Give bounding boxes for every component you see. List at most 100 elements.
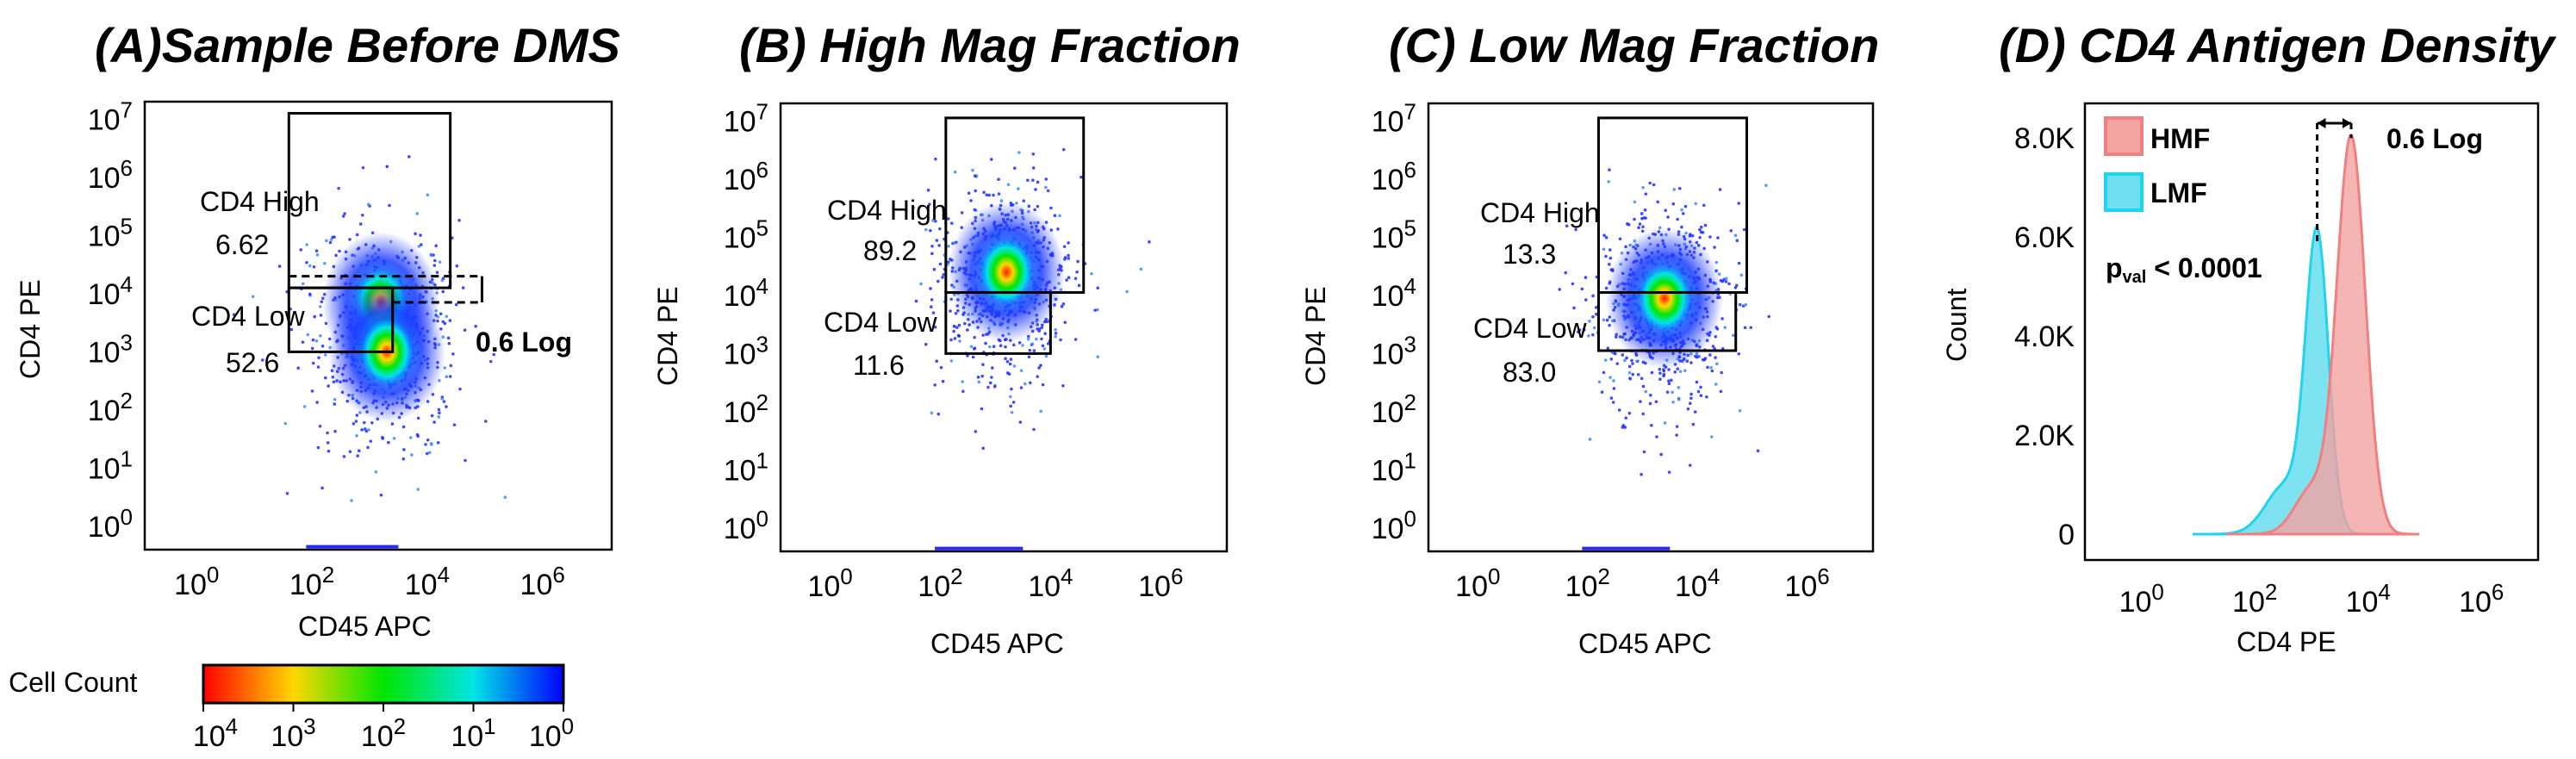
density-dot (316, 445, 320, 450)
legend-swatch-lmf (2104, 172, 2144, 212)
density-dot (327, 384, 330, 388)
legend-label-hmf: HMF (2150, 123, 2210, 154)
panel-d-plot-frame (2083, 102, 2540, 562)
density-dot (449, 364, 453, 368)
panel-b: (B) High Mag Fraction 107106105104103102… (652, 18, 1241, 659)
density-dot (1564, 271, 1568, 275)
panel-b-title: (B) High Mag Fraction (739, 18, 1241, 72)
x-tick-label-0: 100 (2119, 579, 2164, 619)
density-dot (992, 193, 995, 197)
density-dot (988, 381, 992, 385)
colorbar-tick-label-0-base: 10 (529, 720, 562, 753)
density-dot (973, 347, 976, 351)
panel-c-y-label: CD4 PE (1300, 286, 1331, 386)
density-dot (986, 385, 990, 389)
density-dot (1665, 390, 1670, 394)
density-dot (1714, 383, 1718, 386)
density-dot (914, 299, 918, 303)
colorbar-tick-label-1: 101 (451, 713, 495, 753)
density-dot (1035, 337, 1038, 341)
density-dot (1636, 372, 1640, 376)
density-dot (955, 326, 959, 329)
density-dot (350, 499, 353, 502)
density-dot (355, 233, 359, 237)
density-dot (1607, 180, 1611, 184)
density-dot (333, 397, 337, 401)
x-tick-label-2-exp: 2 (322, 562, 334, 588)
y-tick-label-3-base: 10 (1372, 338, 1404, 370)
density-dot (483, 420, 488, 423)
y-tick-label-4: 104 (1372, 273, 1416, 313)
density-dot (437, 407, 441, 412)
density-dot (1737, 352, 1741, 356)
y-tick-label-2-exp: 2 (1404, 389, 1416, 415)
density-dot (454, 302, 458, 307)
density-dot (1689, 392, 1693, 396)
density-dot (1714, 260, 1719, 264)
x-tick-label-0: 100 (1455, 563, 1500, 603)
panel-d-legend: HMF LMF (2104, 116, 2210, 212)
density-dot (1009, 404, 1012, 408)
density-dot (1602, 233, 1606, 237)
density-dot (961, 389, 965, 394)
density-dot (1689, 361, 1693, 364)
y-tick-label-1-base: 10 (1372, 454, 1404, 487)
density-dot (1067, 241, 1070, 245)
y-tick-label-3-base: 10 (88, 336, 121, 369)
density-dot (973, 335, 976, 339)
density-dot (1148, 240, 1151, 244)
y-tick-label-0: 100 (724, 506, 768, 545)
x-tick-label-2-exp: 2 (2265, 579, 2277, 605)
x-tick-label-2-base: 10 (1565, 570, 1598, 603)
density-dot (949, 221, 954, 225)
density-dot (1733, 286, 1738, 289)
density-dot (1026, 337, 1030, 341)
density-dot (1708, 235, 1712, 239)
density-dot (1042, 347, 1047, 351)
density-dot (370, 420, 374, 425)
density-dot (1641, 412, 1646, 416)
density-dot (949, 309, 952, 313)
density-dot (1063, 320, 1067, 325)
density-dot (1703, 223, 1708, 227)
density-dot (1667, 470, 1671, 474)
density-dot (1675, 425, 1679, 428)
density-dot (1075, 270, 1079, 274)
density-dot (973, 208, 977, 212)
density-dot (305, 261, 308, 264)
density-dot (997, 192, 1001, 196)
density-dot (1666, 215, 1670, 219)
y-tick-label-7-exp: 7 (121, 96, 133, 122)
y-tick-label-7: 107 (88, 96, 133, 136)
density-dot (1059, 338, 1062, 342)
density-dot (1643, 208, 1647, 212)
x-tick-label-4: 104 (1675, 563, 1720, 603)
x-tick-label-4: 104 (1028, 563, 1073, 603)
panel-c-title: (C) Low Mag Fraction (1389, 18, 1879, 72)
density-dot (1701, 358, 1705, 362)
y-tick-label-7: 107 (1372, 98, 1416, 138)
density-dot (379, 493, 383, 497)
density-dot (410, 453, 414, 457)
y-tick-label-6: 106 (724, 157, 768, 196)
density-dot (1021, 344, 1024, 347)
x-tick-label-0-base: 10 (1455, 570, 1488, 603)
density-dot (941, 276, 944, 279)
y-tick-label-1: 101 (88, 445, 133, 485)
density-dot (1667, 368, 1671, 371)
density-dot (392, 436, 396, 440)
density-dot (415, 212, 420, 215)
density-dot (1637, 226, 1640, 230)
y-tick-label-1: 101 (1372, 447, 1416, 487)
density-dot (1096, 308, 1099, 312)
panel-a-x-label: CD45 APC (298, 611, 432, 642)
density-dot (1675, 433, 1678, 437)
panel-b-gate-low-name: CD4 Low (824, 307, 938, 338)
density-dot (969, 199, 973, 202)
density-dot (1709, 435, 1714, 439)
density-dot (977, 380, 981, 384)
density-dot (927, 202, 931, 206)
density-dot (1612, 387, 1616, 390)
y-tick-label-7: 107 (724, 98, 768, 138)
